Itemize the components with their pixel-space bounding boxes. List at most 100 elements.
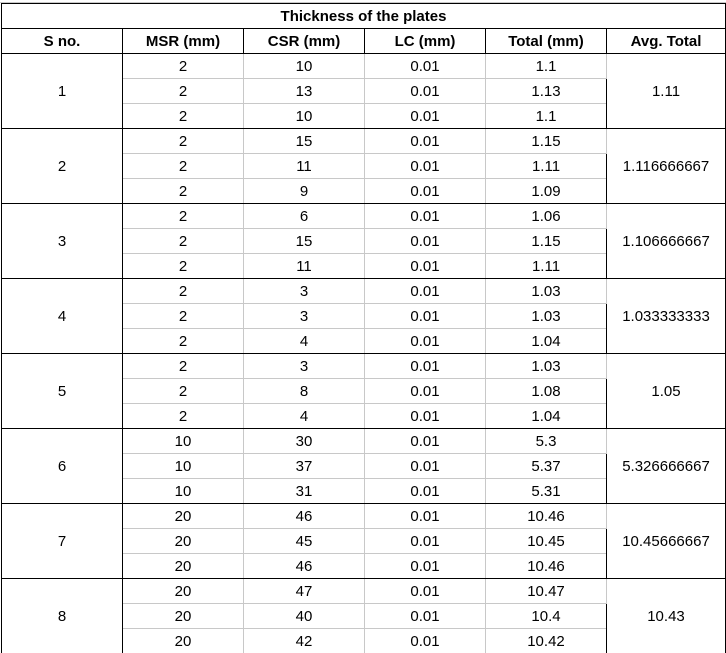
cell-total[interactable]: 1.1 [485, 53, 607, 79]
cell-sno[interactable]: 7 [1, 503, 123, 579]
cell-avg-total[interactable]: 1.033333333 [606, 278, 726, 354]
cell-lc[interactable]: 0.01 [364, 128, 486, 154]
cell-sno[interactable]: 1 [1, 53, 123, 129]
cell-total[interactable]: 5.37 [485, 453, 607, 479]
cell-total[interactable]: 1.03 [485, 303, 607, 329]
cell-total[interactable]: 10.45 [485, 528, 607, 554]
cell-total[interactable]: 1.08 [485, 378, 607, 404]
cell-msr[interactable]: 2 [122, 153, 244, 179]
cell-avg-total[interactable]: 10.45666667 [606, 503, 726, 579]
cell-msr[interactable]: 2 [122, 53, 244, 79]
cell-avg-total[interactable]: 1.05 [606, 353, 726, 429]
cell-msr[interactable]: 10 [122, 453, 244, 479]
cell-lc[interactable]: 0.01 [364, 453, 486, 479]
cell-csr[interactable]: 10 [243, 103, 365, 129]
cell-total[interactable]: 1.03 [485, 278, 607, 304]
cell-csr[interactable]: 30 [243, 428, 365, 454]
cell-sno[interactable]: 6 [1, 428, 123, 504]
cell-csr[interactable]: 6 [243, 203, 365, 229]
cell-msr[interactable]: 2 [122, 303, 244, 329]
cell-lc[interactable]: 0.01 [364, 228, 486, 254]
cell-csr[interactable]: 46 [243, 553, 365, 579]
cell-msr[interactable]: 2 [122, 403, 244, 429]
cell-lc[interactable]: 0.01 [364, 578, 486, 604]
cell-lc[interactable]: 0.01 [364, 603, 486, 629]
cell-total[interactable]: 1.03 [485, 353, 607, 379]
cell-lc[interactable]: 0.01 [364, 478, 486, 504]
cell-sno[interactable]: 8 [1, 578, 123, 653]
cell-csr[interactable]: 13 [243, 78, 365, 104]
cell-msr[interactable]: 10 [122, 478, 244, 504]
cell-csr[interactable]: 9 [243, 178, 365, 204]
cell-sno[interactable]: 4 [1, 278, 123, 354]
cell-total[interactable]: 1.11 [485, 153, 607, 179]
cell-total[interactable]: 10.46 [485, 553, 607, 579]
cell-sno[interactable]: 3 [1, 203, 123, 279]
cell-total[interactable]: 1.13 [485, 78, 607, 104]
cell-csr[interactable]: 46 [243, 503, 365, 529]
cell-total[interactable]: 1.11 [485, 253, 607, 279]
cell-total[interactable]: 1.09 [485, 178, 607, 204]
cell-msr[interactable]: 20 [122, 628, 244, 653]
cell-msr[interactable]: 2 [122, 253, 244, 279]
table-title[interactable]: Thickness of the plates [1, 3, 726, 29]
cell-total[interactable]: 1.04 [485, 328, 607, 354]
cell-lc[interactable]: 0.01 [364, 353, 486, 379]
cell-lc[interactable]: 0.01 [364, 53, 486, 79]
cell-msr[interactable]: 20 [122, 528, 244, 554]
cell-lc[interactable]: 0.01 [364, 428, 486, 454]
header-sno[interactable]: S no. [1, 28, 123, 54]
cell-total[interactable]: 5.3 [485, 428, 607, 454]
cell-avg-total[interactable]: 1.116666667 [606, 128, 726, 204]
cell-msr[interactable]: 20 [122, 503, 244, 529]
cell-total[interactable]: 10.4 [485, 603, 607, 629]
cell-total[interactable]: 5.31 [485, 478, 607, 504]
cell-msr[interactable]: 2 [122, 178, 244, 204]
cell-msr[interactable]: 2 [122, 328, 244, 354]
cell-csr[interactable]: 15 [243, 228, 365, 254]
cell-csr[interactable]: 40 [243, 603, 365, 629]
cell-lc[interactable]: 0.01 [364, 78, 486, 104]
cell-msr[interactable]: 2 [122, 228, 244, 254]
cell-total[interactable]: 1.06 [485, 203, 607, 229]
cell-msr[interactable]: 20 [122, 578, 244, 604]
cell-msr[interactable]: 2 [122, 353, 244, 379]
cell-total[interactable]: 10.42 [485, 628, 607, 653]
cell-lc[interactable]: 0.01 [364, 153, 486, 179]
cell-sno[interactable]: 5 [1, 353, 123, 429]
cell-csr[interactable]: 3 [243, 353, 365, 379]
cell-csr[interactable]: 4 [243, 403, 365, 429]
cell-lc[interactable]: 0.01 [364, 253, 486, 279]
cell-avg-total[interactable]: 10.43 [606, 578, 726, 653]
cell-csr[interactable]: 37 [243, 453, 365, 479]
cell-csr[interactable]: 11 [243, 153, 365, 179]
cell-csr[interactable]: 11 [243, 253, 365, 279]
cell-avg-total[interactable]: 1.11 [606, 53, 726, 129]
cell-lc[interactable]: 0.01 [364, 528, 486, 554]
cell-total[interactable]: 10.47 [485, 578, 607, 604]
cell-lc[interactable]: 0.01 [364, 278, 486, 304]
cell-lc[interactable]: 0.01 [364, 628, 486, 653]
cell-lc[interactable]: 0.01 [364, 553, 486, 579]
cell-lc[interactable]: 0.01 [364, 303, 486, 329]
cell-msr[interactable]: 2 [122, 128, 244, 154]
cell-lc[interactable]: 0.01 [364, 178, 486, 204]
cell-csr[interactable]: 45 [243, 528, 365, 554]
cell-lc[interactable]: 0.01 [364, 503, 486, 529]
cell-csr[interactable]: 8 [243, 378, 365, 404]
cell-csr[interactable]: 3 [243, 278, 365, 304]
cell-lc[interactable]: 0.01 [364, 378, 486, 404]
cell-avg-total[interactable]: 1.106666667 [606, 203, 726, 279]
cell-csr[interactable]: 10 [243, 53, 365, 79]
cell-msr[interactable]: 20 [122, 553, 244, 579]
header-msr[interactable]: MSR (mm) [122, 28, 244, 54]
cell-csr[interactable]: 31 [243, 478, 365, 504]
cell-msr[interactable]: 2 [122, 203, 244, 229]
cell-csr[interactable]: 3 [243, 303, 365, 329]
cell-msr[interactable]: 2 [122, 103, 244, 129]
cell-lc[interactable]: 0.01 [364, 203, 486, 229]
cell-total[interactable]: 10.46 [485, 503, 607, 529]
cell-avg-total[interactable]: 5.326666667 [606, 428, 726, 504]
header-lc[interactable]: LC (mm) [364, 28, 486, 54]
cell-msr[interactable]: 2 [122, 378, 244, 404]
